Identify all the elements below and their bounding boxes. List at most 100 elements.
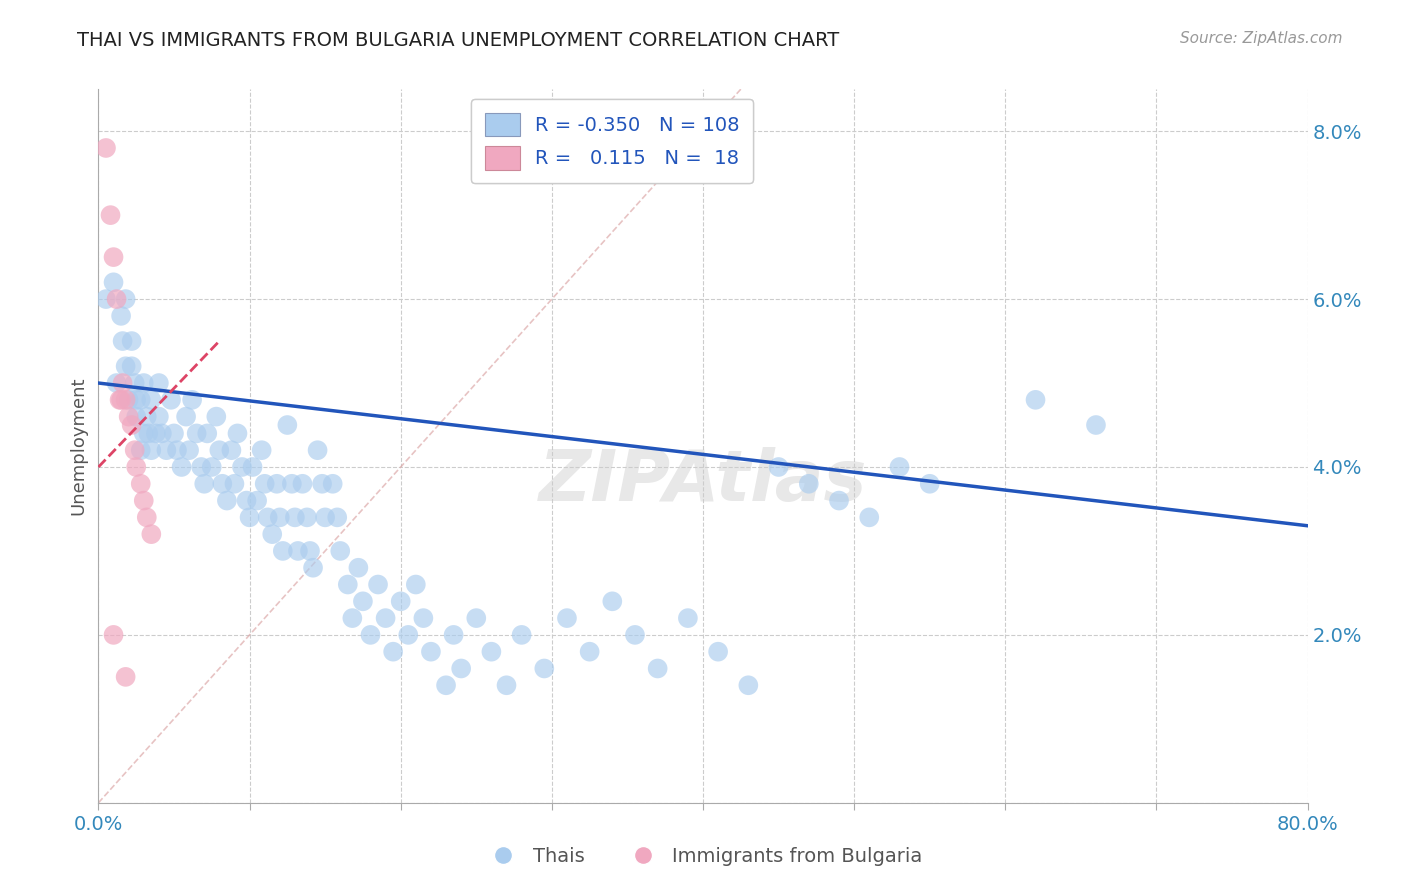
Point — [465, 611, 488, 625]
Point — [141, 392, 163, 407]
Point — [135, 510, 157, 524]
Point — [481, 645, 503, 659]
Point — [768, 460, 790, 475]
Point — [405, 577, 427, 591]
Point — [235, 493, 257, 508]
Point — [205, 409, 228, 424]
Point — [103, 250, 125, 264]
Point — [578, 645, 600, 659]
Point — [226, 426, 249, 441]
Point — [118, 409, 141, 424]
Point — [828, 493, 851, 508]
Point — [450, 661, 472, 675]
Point — [737, 678, 759, 692]
Point — [132, 493, 155, 508]
Point — [125, 409, 148, 424]
Point — [352, 594, 374, 608]
Point — [132, 426, 155, 441]
Point — [136, 426, 159, 441]
Point — [108, 392, 131, 407]
Point — [221, 443, 243, 458]
Point — [918, 476, 941, 491]
Point — [253, 476, 276, 491]
Point — [647, 661, 669, 675]
Point — [121, 334, 143, 348]
Point — [374, 611, 396, 625]
Point — [201, 460, 224, 475]
Point — [125, 392, 148, 407]
Point — [676, 611, 699, 625]
Point — [174, 409, 197, 424]
Point — [281, 476, 304, 491]
Point — [299, 544, 322, 558]
Point — [141, 443, 163, 458]
Y-axis label: Unemployment: Unemployment — [69, 376, 87, 516]
Text: ZIPAtlas: ZIPAtlas — [538, 447, 868, 516]
Point — [114, 359, 136, 374]
Point — [266, 476, 288, 491]
Point — [295, 510, 318, 524]
Point — [624, 628, 647, 642]
Point — [602, 594, 624, 608]
Point — [329, 544, 352, 558]
Point — [163, 426, 186, 441]
Point — [434, 678, 457, 692]
Point — [114, 670, 136, 684]
Point — [495, 678, 517, 692]
Point — [322, 476, 344, 491]
Point — [148, 409, 170, 424]
Point — [186, 426, 208, 441]
Point — [271, 544, 294, 558]
Point — [382, 645, 405, 659]
Point — [148, 376, 170, 390]
Point — [195, 426, 218, 441]
Point — [242, 460, 264, 475]
Point — [111, 376, 134, 390]
Point — [231, 460, 253, 475]
Point — [311, 476, 333, 491]
Point — [110, 392, 132, 407]
Point — [94, 141, 117, 155]
Point — [342, 611, 364, 625]
Point — [125, 460, 148, 475]
Legend: Thais, Immigrants from Bulgaria: Thais, Immigrants from Bulgaria — [477, 838, 929, 873]
Point — [250, 443, 273, 458]
Point — [256, 510, 278, 524]
Point — [510, 628, 533, 642]
Point — [347, 560, 370, 574]
Point — [155, 443, 177, 458]
Point — [121, 417, 143, 432]
Point — [141, 527, 163, 541]
Point — [124, 376, 146, 390]
Point — [166, 443, 188, 458]
Point — [367, 577, 389, 591]
Point — [215, 493, 238, 508]
Point — [211, 476, 233, 491]
Point — [389, 594, 412, 608]
Point — [114, 392, 136, 407]
Point — [420, 645, 443, 659]
Point — [105, 292, 128, 306]
Point — [105, 376, 128, 390]
Point — [262, 527, 284, 541]
Point — [291, 476, 314, 491]
Point — [314, 510, 336, 524]
Point — [396, 628, 419, 642]
Point — [412, 611, 434, 625]
Point — [193, 476, 215, 491]
Point — [797, 476, 820, 491]
Point — [103, 628, 125, 642]
Point — [224, 476, 246, 491]
Point — [1024, 392, 1046, 407]
Point — [284, 510, 307, 524]
Point — [707, 645, 730, 659]
Point — [276, 417, 298, 432]
Point — [129, 443, 152, 458]
Point — [150, 426, 173, 441]
Point — [360, 628, 382, 642]
Point — [160, 392, 183, 407]
Point — [103, 275, 125, 289]
Point — [555, 611, 578, 625]
Point — [287, 544, 309, 558]
Point — [246, 493, 269, 508]
